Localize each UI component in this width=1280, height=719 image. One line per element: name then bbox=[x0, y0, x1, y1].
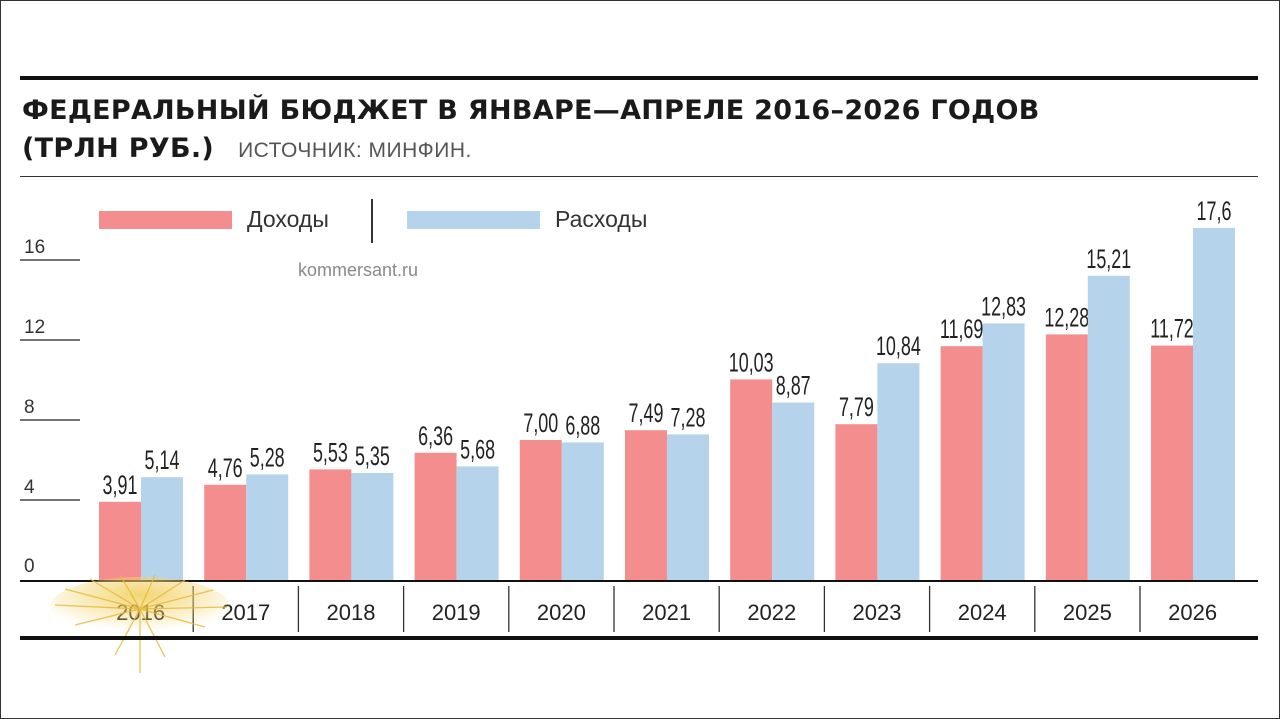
x-tick-label: 2024 bbox=[958, 600, 1007, 625]
bar-expense bbox=[982, 323, 1025, 580]
top-rule bbox=[20, 76, 1258, 80]
bar-income bbox=[99, 501, 141, 580]
title-line-1: ФЕДЕРАЛЬНЫЙ БЮДЖЕТ В ЯНВАРЕ—АПРЕЛЕ 2016–… bbox=[22, 95, 1040, 126]
data-label: 17,6 bbox=[1197, 197, 1232, 226]
bars: 3,915,14 4,76 5,28 5,53 5,35 6,36 5,68 7,00 6,88… bbox=[99, 197, 1235, 580]
data-label: 5,53 bbox=[313, 438, 348, 467]
bar-expense bbox=[456, 466, 499, 580]
y-tick-label: 8 bbox=[24, 397, 35, 418]
sparkle-icon bbox=[50, 575, 230, 673]
y-tick-label: 16 bbox=[24, 237, 45, 258]
data-label: 5,35 bbox=[355, 442, 390, 471]
chart-title: ФЕДЕРАЛЬНЫЙ БЮДЖЕТ В ЯНВАРЕ—АПРЕЛЕ 2016–… bbox=[22, 92, 1040, 170]
y-tick-label: 0 bbox=[24, 556, 35, 577]
data-label: 4,76 bbox=[208, 453, 243, 482]
legend-swatch-income bbox=[99, 211, 232, 229]
legend-separator bbox=[371, 199, 373, 243]
x-tick-label: 2023 bbox=[853, 600, 902, 625]
data-label: 6,36 bbox=[418, 421, 453, 450]
data-label: 7,28 bbox=[671, 403, 706, 432]
bar-income bbox=[1045, 334, 1088, 580]
bottom-rule bbox=[20, 636, 1258, 640]
data-label: 12,83 bbox=[981, 292, 1026, 321]
y-axis: 0 4 8 12 16 bbox=[20, 237, 80, 577]
bar-expense bbox=[561, 442, 604, 580]
bar-expense bbox=[772, 402, 815, 580]
bar-expense bbox=[667, 434, 709, 580]
bar-income bbox=[519, 440, 562, 580]
data-label: 6,88 bbox=[565, 411, 600, 440]
bar-income bbox=[1151, 345, 1193, 580]
x-tick-label: 2018 bbox=[327, 600, 376, 625]
x-tick-label: 2019 bbox=[432, 600, 481, 625]
bar-expense bbox=[141, 477, 183, 580]
data-label: 3,91 bbox=[103, 470, 138, 499]
y-tick-label: 12 bbox=[24, 317, 45, 338]
data-label: 7,79 bbox=[839, 393, 874, 422]
x-tick-label: 2022 bbox=[747, 600, 796, 625]
legend-label-expense: Расходы bbox=[555, 206, 648, 232]
bar-income bbox=[835, 424, 878, 580]
x-tick-label: 2026 bbox=[1168, 600, 1217, 625]
legend-label-income: Доходы bbox=[247, 206, 329, 232]
watermark-credit: kommersant.ru bbox=[298, 260, 419, 280]
x-tick-label: 2020 bbox=[537, 600, 586, 625]
bar-income bbox=[204, 484, 247, 580]
data-label: 10,84 bbox=[876, 332, 921, 361]
x-tick-label: 2021 bbox=[642, 600, 691, 625]
bar-expense bbox=[351, 473, 394, 580]
y-tick-label: 4 bbox=[24, 477, 35, 498]
bar-expense bbox=[246, 474, 289, 580]
legend-swatch-expense bbox=[407, 211, 540, 229]
bar-expense bbox=[877, 363, 920, 580]
bar-expense bbox=[1193, 228, 1235, 580]
bar-income bbox=[309, 469, 352, 580]
bar-expense bbox=[1087, 275, 1130, 580]
data-label: 7,00 bbox=[523, 409, 558, 438]
bar-income bbox=[414, 452, 457, 580]
data-label: 5,14 bbox=[145, 446, 180, 475]
bar-income bbox=[730, 379, 773, 580]
data-label: 5,28 bbox=[250, 443, 285, 472]
data-label: 12,28 bbox=[1044, 303, 1089, 332]
bar-income bbox=[625, 430, 667, 580]
subtitle-rule bbox=[20, 176, 1258, 177]
data-label: 8,87 bbox=[776, 371, 811, 400]
source-note: ИСТОЧНИК: МИНФИН. bbox=[238, 139, 472, 162]
data-label: 10,03 bbox=[729, 348, 774, 377]
title-line-2: (ТРЛН РУБ.) bbox=[22, 133, 215, 164]
x-tick-label: 2025 bbox=[1063, 600, 1112, 625]
bar-income bbox=[940, 346, 983, 580]
data-label: 15,21 bbox=[1086, 244, 1131, 273]
data-label: 11,69 bbox=[940, 315, 984, 344]
data-label: 11,72 bbox=[1150, 314, 1194, 343]
data-label: 7,49 bbox=[629, 399, 664, 428]
data-label: 5,68 bbox=[460, 435, 495, 464]
